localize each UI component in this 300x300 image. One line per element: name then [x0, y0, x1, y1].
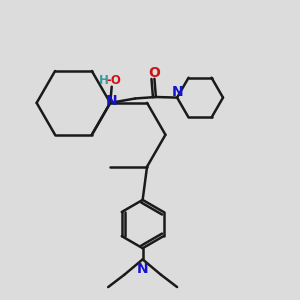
Text: O: O	[148, 66, 160, 80]
Text: N: N	[106, 94, 118, 108]
Text: N: N	[137, 262, 148, 276]
Text: H: H	[98, 74, 108, 87]
Text: N: N	[171, 85, 183, 99]
Text: -O: -O	[106, 74, 122, 87]
